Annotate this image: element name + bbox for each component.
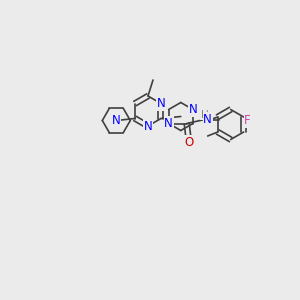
Text: O: O — [184, 136, 193, 149]
Text: F: F — [244, 115, 251, 128]
Text: N: N — [188, 103, 197, 116]
Text: N: N — [157, 97, 165, 110]
Text: N: N — [112, 114, 121, 127]
Text: H: H — [201, 110, 208, 119]
Text: N: N — [144, 119, 152, 133]
Text: N: N — [203, 113, 212, 126]
Text: N: N — [164, 117, 173, 130]
